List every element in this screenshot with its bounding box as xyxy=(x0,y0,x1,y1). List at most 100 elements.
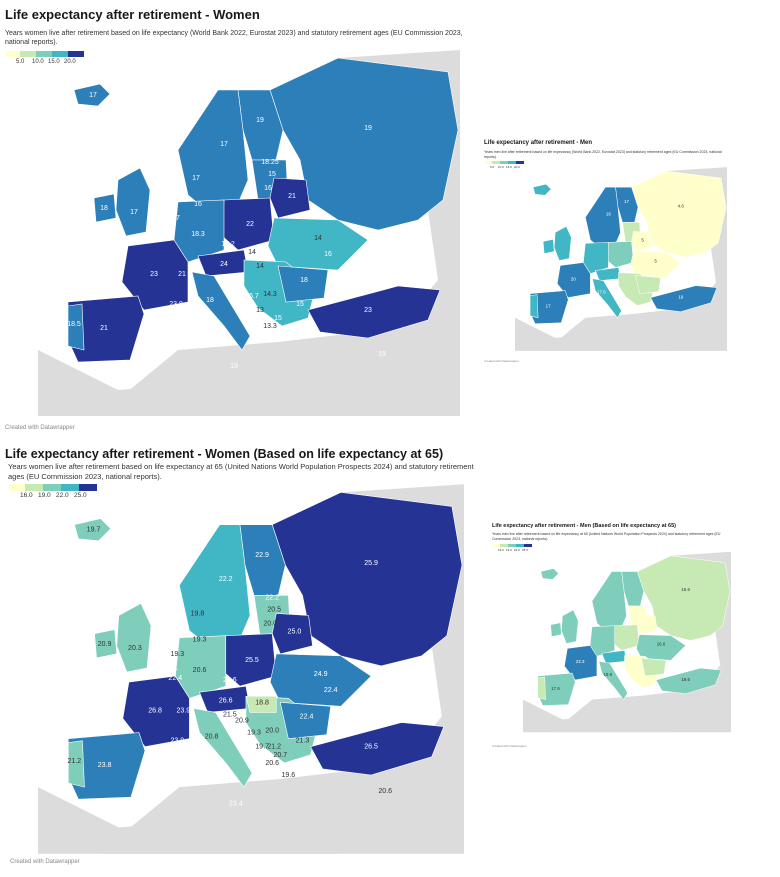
value-label-switzerland: 21 xyxy=(178,271,186,278)
value-label-belgium: 18 xyxy=(166,229,174,236)
panel-men-main: Life expectancy after retirement - Men Y… xyxy=(483,140,727,368)
value-label-malta: 23.4 xyxy=(229,800,243,807)
scandinavia-shape xyxy=(585,186,621,251)
value-label-switzerland: 23.9 xyxy=(177,707,191,714)
iceland-shape xyxy=(73,83,111,107)
value-label-n-macedonia: 20.7 xyxy=(273,752,287,759)
legend-swatch xyxy=(516,544,524,547)
panel-men-65: Life expectancy after retirement - Men (… xyxy=(491,523,741,751)
panel-women-65: Life expectancy after retirement - Women… xyxy=(0,444,480,877)
value-label-estonia: 18.25 xyxy=(261,159,279,166)
value-label-france: 22.3 xyxy=(576,659,585,664)
legend-swatch xyxy=(492,161,500,164)
credit-text: Created with Datawrapper xyxy=(10,859,80,865)
value-label-turkey: 23 xyxy=(364,307,372,314)
value-label-belarus: 5 xyxy=(641,237,644,242)
legend-tick: 5.0 xyxy=(16,59,25,65)
france-shape xyxy=(121,239,189,311)
value-label-bulgaria: 21.3 xyxy=(296,738,310,745)
chart-subtitle: Years women live after retirement based … xyxy=(5,30,463,46)
value-label-france: 23 xyxy=(150,271,158,278)
legend-swatch xyxy=(52,51,68,57)
russia-shape xyxy=(637,555,731,641)
value-label-russia: 25.9 xyxy=(364,560,378,567)
legend-swatch xyxy=(524,544,532,547)
turkey-shape xyxy=(655,667,722,695)
chart-subtitle: Years men live after retirement based on… xyxy=(484,150,722,159)
legend-swatch xyxy=(485,161,492,164)
scandinavia-shape xyxy=(177,89,249,216)
legend-tick: 10.0 xyxy=(32,59,44,65)
value-label-denmark: 19.3 xyxy=(193,637,207,644)
value-label-ireland: 20.9 xyxy=(98,641,112,648)
value-label-latvia: 20.5 xyxy=(267,606,281,613)
legend-tick: 19.0 xyxy=(38,492,51,499)
legend-tick: 16.0 xyxy=(498,548,504,552)
value-label-belgium: 22.1 xyxy=(164,665,178,672)
ireland-shape xyxy=(93,193,117,223)
europe-map: 17 17 17 19 19 18.25 15 16 21 16 18 17 22 14 17 18 18.3 1… xyxy=(38,50,460,416)
iceland-shape xyxy=(540,568,559,580)
value-label-slovenia: 21.5 xyxy=(223,711,237,718)
value-label-netherlands: 17 xyxy=(172,215,180,222)
europe-map: 19.7 19.8 22.2 22.9 25.9 22.2 20.5 20.0 25.0 19.3… xyxy=(38,484,464,854)
europe-map: 4.6 17 16 5 5 20 17 17.6 19 xyxy=(515,167,727,351)
legend-swatch xyxy=(508,544,516,547)
ireland-shape xyxy=(94,629,118,659)
value-label-uk: 20.3 xyxy=(128,645,142,652)
value-label-russia: 16.6 xyxy=(681,587,690,592)
uk-shape xyxy=(561,609,579,644)
value-label-kosovo: 21.2 xyxy=(267,744,281,751)
value-label-monaco: 23.9 xyxy=(170,738,184,745)
value-label-lithuania: 16 xyxy=(264,185,272,192)
value-label-albania: 13.3 xyxy=(263,323,277,330)
scandinavia-shape xyxy=(179,524,251,652)
value-label-italy: 20.8 xyxy=(205,734,219,741)
value-label-cyprus: 19 xyxy=(378,351,386,358)
chart-title: Life expectancy after retirement - Women… xyxy=(5,447,444,461)
ukraine-shape xyxy=(267,217,369,271)
value-label-turkey: 19.6 xyxy=(681,677,690,682)
belarus-shape xyxy=(637,614,658,635)
value-label-iceland: 17 xyxy=(89,92,97,99)
legend-tick: 16.0 xyxy=(20,492,33,499)
value-label-russia: 4.6 xyxy=(678,203,685,208)
value-label-n-macedonia: 15 xyxy=(274,315,282,322)
legend-swatch xyxy=(43,484,61,491)
country-shapes xyxy=(537,555,731,706)
value-label-sweden: 16 xyxy=(606,211,612,216)
value-label-poland: 22 xyxy=(246,221,254,228)
turkey-shape xyxy=(307,285,441,339)
chart-subtitle: Years women live after retirement based … xyxy=(8,462,474,481)
legend-tick: 22.0 xyxy=(514,548,520,552)
value-labels: 17 17 17 19 19 18.25 15 16 21 16 18 17 22 14 17 18 18.3 1… xyxy=(67,92,386,370)
value-label-montenegro: 13 xyxy=(256,307,264,314)
hungary-shape xyxy=(245,695,277,713)
legend-swatch xyxy=(68,51,84,57)
italy-shape xyxy=(191,271,251,351)
value-label-moldova: 22.4 xyxy=(324,687,338,694)
credit-text: Created with Datawrapper xyxy=(484,359,519,363)
france-shape xyxy=(122,675,190,748)
value-label-turkey: 26.5 xyxy=(364,744,378,751)
value-label-slovakia: 14 xyxy=(248,249,256,256)
legend-swatch xyxy=(20,51,36,57)
value-labels: 4.6 17 16 5 5 20 17 17.6 19 xyxy=(546,199,685,308)
value-label-estonia: 22.2 xyxy=(265,594,279,601)
legend-tick: 20.0 xyxy=(514,165,520,169)
value-label-serbia: 14.3 xyxy=(263,291,277,298)
value-label-latvia: 15 xyxy=(268,171,276,178)
value-label-ukraine: 5 xyxy=(654,259,657,264)
value-label-romania: 22.4 xyxy=(300,713,314,720)
poland-shape xyxy=(613,624,640,651)
scandinavia-shape xyxy=(591,571,627,634)
country-shapes xyxy=(529,170,727,325)
romania-shape xyxy=(277,265,329,303)
value-label-hungary: 18.8 xyxy=(255,699,269,706)
value-label-belarus: 25.0 xyxy=(288,629,302,636)
value-label-spain: 23.8 xyxy=(98,762,112,769)
chart-title: Life expectancy after retirement - Men (… xyxy=(492,523,677,529)
russia-shape xyxy=(631,170,727,258)
legend-tick: 15.0 xyxy=(506,165,512,169)
value-label-austria: 26.6 xyxy=(219,697,233,704)
